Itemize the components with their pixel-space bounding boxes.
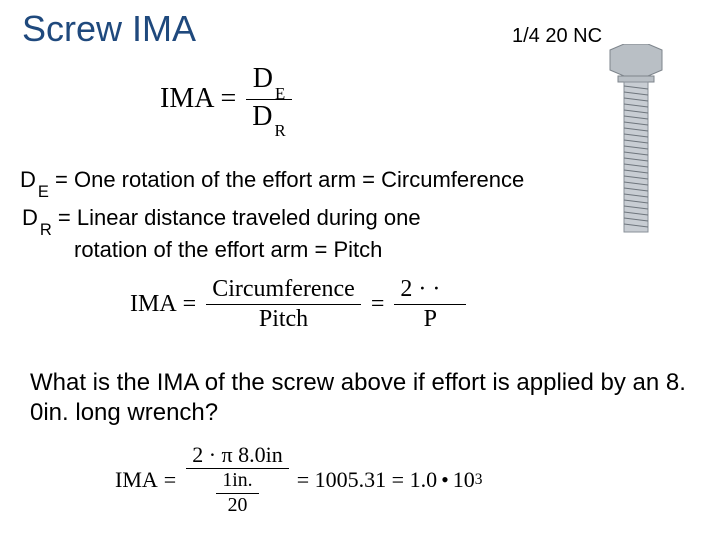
formula1-lhs: IMA xyxy=(160,83,214,115)
screw-illustration xyxy=(600,44,672,244)
inner-fraction: 1in. 20 xyxy=(216,469,258,518)
definition-dr: DR = Linear distance traveled during one… xyxy=(22,204,421,264)
question-text: What is the IMA of the screw above if ef… xyxy=(30,368,690,428)
den-sub: R xyxy=(274,121,285,140)
formula2-lhs: IMA xyxy=(130,291,177,318)
formula-ima-worked: IMA = 2 · π 8.0in 1in. 20 = 1005.31 = 1.… xyxy=(115,442,482,518)
page-title: Screw IMA xyxy=(22,8,196,50)
num-2pi: 2 · · xyxy=(394,275,466,304)
bullet-dot: • xyxy=(441,467,449,493)
definition-de: DE = One rotation of the effort arm = Ci… xyxy=(20,167,524,197)
equals-sign: = xyxy=(183,291,197,318)
dr-line2: rotation of the effort arm = Pitch xyxy=(74,237,382,262)
denominator-dr: DR xyxy=(246,100,291,137)
formula3-lhs: IMA xyxy=(115,467,158,493)
dr-base: D xyxy=(22,205,38,230)
outer-denominator: 1in. 20 xyxy=(206,469,268,518)
inner-num: 1in. xyxy=(216,469,258,493)
equals-sign: = xyxy=(371,291,385,318)
equals-sign: = xyxy=(220,83,236,115)
num-2pi-text: 2 · · xyxy=(400,276,440,302)
fraction-circ-pitch: Circumference Pitch xyxy=(206,275,361,334)
numerator-de: DE xyxy=(247,62,292,99)
dr-line1: = Linear distance traveled during one xyxy=(52,205,421,230)
screw-spec-label: 1/4 20 NC xyxy=(512,25,602,48)
ten-base: 10 xyxy=(453,467,475,493)
num-circumference: Circumference xyxy=(206,275,361,304)
num-sub: E xyxy=(275,84,285,103)
exponent: 3 xyxy=(475,471,483,489)
fraction-de-dr: DE DR xyxy=(246,62,291,137)
formula-ima-expanded: IMA = Circumference Pitch = 2 · · P xyxy=(130,275,470,334)
outer-numerator: 2 · π 8.0in xyxy=(186,442,289,468)
inner-den: 20 xyxy=(222,494,254,518)
equals-sign: = xyxy=(164,467,176,493)
result-text: = 1005.31 = 1.0 xyxy=(297,467,437,493)
den-pitch: Pitch xyxy=(253,305,314,334)
dr-sub: R xyxy=(40,221,52,239)
de-base: D xyxy=(20,167,36,192)
num-base: D xyxy=(253,63,273,94)
formula-ima-basic: IMA = DE DR xyxy=(160,62,296,137)
den-base: D xyxy=(252,101,272,132)
fraction-2pi-p: 2 · · P xyxy=(394,275,466,334)
de-text: = One rotation of the effort arm = Circu… xyxy=(49,167,524,192)
de-sub: E xyxy=(38,183,49,201)
fraction-compound: 2 · π 8.0in 1in. 20 xyxy=(186,442,289,518)
den-p: P xyxy=(418,305,443,334)
